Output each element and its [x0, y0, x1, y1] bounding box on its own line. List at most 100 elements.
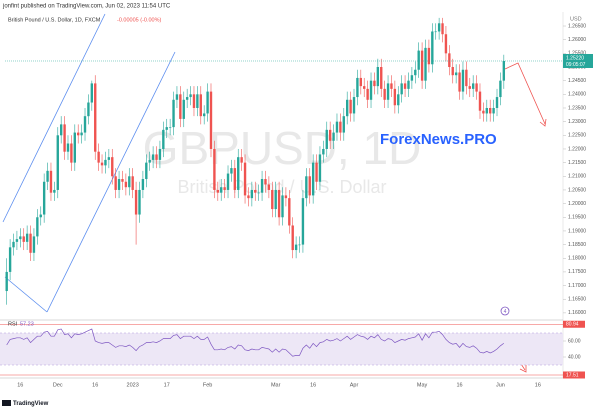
y-tick-label: 1.21500	[568, 160, 586, 166]
arrow-head	[539, 118, 547, 127]
rsi-y-tick-label: 40.00	[568, 354, 581, 360]
candle-body	[407, 80, 410, 89]
rsi-value: 57.23	[20, 321, 34, 327]
candle-body	[151, 154, 155, 160]
candle-body	[322, 148, 325, 155]
candle-body	[138, 189, 141, 215]
candle-body	[288, 198, 291, 226]
rsi-level-label: 80.94	[566, 322, 579, 328]
candle-body	[121, 179, 124, 182]
candle-body	[274, 189, 277, 210]
candle-body	[403, 83, 407, 89]
candle-body	[49, 170, 53, 193]
candle-body	[25, 233, 29, 242]
y-tick-label: 1.23500	[568, 105, 586, 111]
candle-body	[209, 91, 213, 149]
candle-body	[380, 67, 383, 89]
symbol: British Pound / U.S. Dollar, 1D, FXCM	[8, 17, 101, 23]
candle-body	[294, 244, 298, 251]
candle-body	[22, 236, 25, 242]
countdown: 09:05:07	[566, 62, 586, 68]
currency: USD	[570, 16, 582, 22]
candle-body	[257, 192, 260, 194]
candle-body	[111, 157, 114, 177]
candle-body	[97, 151, 100, 163]
rsi-band	[0, 333, 563, 365]
arrow-path	[504, 62, 546, 125]
candle-body	[305, 176, 308, 199]
candle-body	[94, 83, 97, 152]
candle-body	[400, 83, 403, 95]
candle-body	[318, 154, 322, 182]
candle-body	[131, 176, 134, 190]
candle-body	[366, 88, 369, 100]
candle-body	[437, 23, 441, 32]
rsi-y-tick-label: 60.00	[568, 338, 581, 344]
candle-body	[393, 88, 397, 106]
candle-body	[363, 86, 366, 89]
brand: ForexNews.PRO	[380, 131, 497, 148]
candle-body	[267, 184, 271, 190]
candle-body	[192, 94, 196, 108]
candle-body	[284, 195, 288, 199]
last-price-label: 1.25220	[566, 55, 584, 61]
candles	[5, 17, 506, 305]
candle-body	[444, 34, 448, 54]
candle-body	[271, 189, 274, 210]
x-tick-label: 16	[535, 382, 541, 388]
candle-body	[107, 157, 111, 160]
candle-body	[356, 77, 359, 98]
y-tick-label: 1.26500	[568, 23, 586, 29]
y-tick-label: 1.16500	[568, 297, 586, 303]
y-tick-label: 1.23000	[568, 119, 586, 125]
candle-body	[124, 181, 128, 188]
candle-body	[213, 148, 216, 190]
channel-line	[46, 51, 176, 313]
candle-body	[311, 162, 315, 196]
candle-body	[427, 47, 431, 65]
candle-body	[145, 162, 148, 180]
x-tick-label: Dec	[53, 382, 63, 388]
candle-body	[492, 107, 495, 114]
x-tick-label: 16	[456, 382, 462, 388]
candle-body	[134, 189, 138, 215]
candle-body	[59, 124, 63, 136]
candle-body	[254, 189, 257, 193]
x-tick-label: May	[417, 382, 428, 388]
x-tick-label: Mar	[271, 382, 281, 388]
y-tick-label: 1.19000	[568, 228, 586, 234]
candle-body	[485, 107, 488, 114]
candle-body	[431, 31, 434, 65]
candle-body	[202, 113, 206, 117]
candle-body	[495, 97, 499, 108]
channel	[2, 13, 176, 313]
x-tick-label: Jun	[496, 382, 505, 388]
candle-body	[80, 132, 83, 136]
candle-body	[19, 236, 22, 240]
candle-body	[346, 99, 349, 117]
candle-body	[325, 129, 328, 149]
rsi-level-box	[563, 320, 585, 328]
candle-body	[424, 47, 427, 81]
candle-body	[223, 187, 226, 190]
candle-body	[298, 244, 301, 246]
rsi-level-box	[563, 371, 585, 379]
event-badge-text: 4	[504, 309, 507, 315]
event-badge[interactable]	[500, 306, 510, 316]
candle-body	[482, 110, 485, 114]
x-tick-label: Apr	[350, 382, 359, 388]
candle-body	[56, 135, 59, 190]
candle-body	[29, 233, 32, 253]
candle-body	[104, 159, 107, 166]
header: jonfint published on TradingView.com, Ju…	[2, 4, 171, 10]
candle-body	[162, 129, 165, 149]
candle-body	[8, 247, 12, 272]
y-tick-label: 1.22000	[568, 146, 586, 152]
candle-body	[63, 124, 66, 152]
candle-body	[189, 94, 192, 98]
candle-body	[220, 187, 223, 193]
candle-body	[12, 241, 15, 248]
candle-body	[461, 69, 465, 92]
y-tick-label: 1.21000	[568, 174, 586, 180]
watermark: GBPUSD, 1D	[143, 122, 422, 174]
